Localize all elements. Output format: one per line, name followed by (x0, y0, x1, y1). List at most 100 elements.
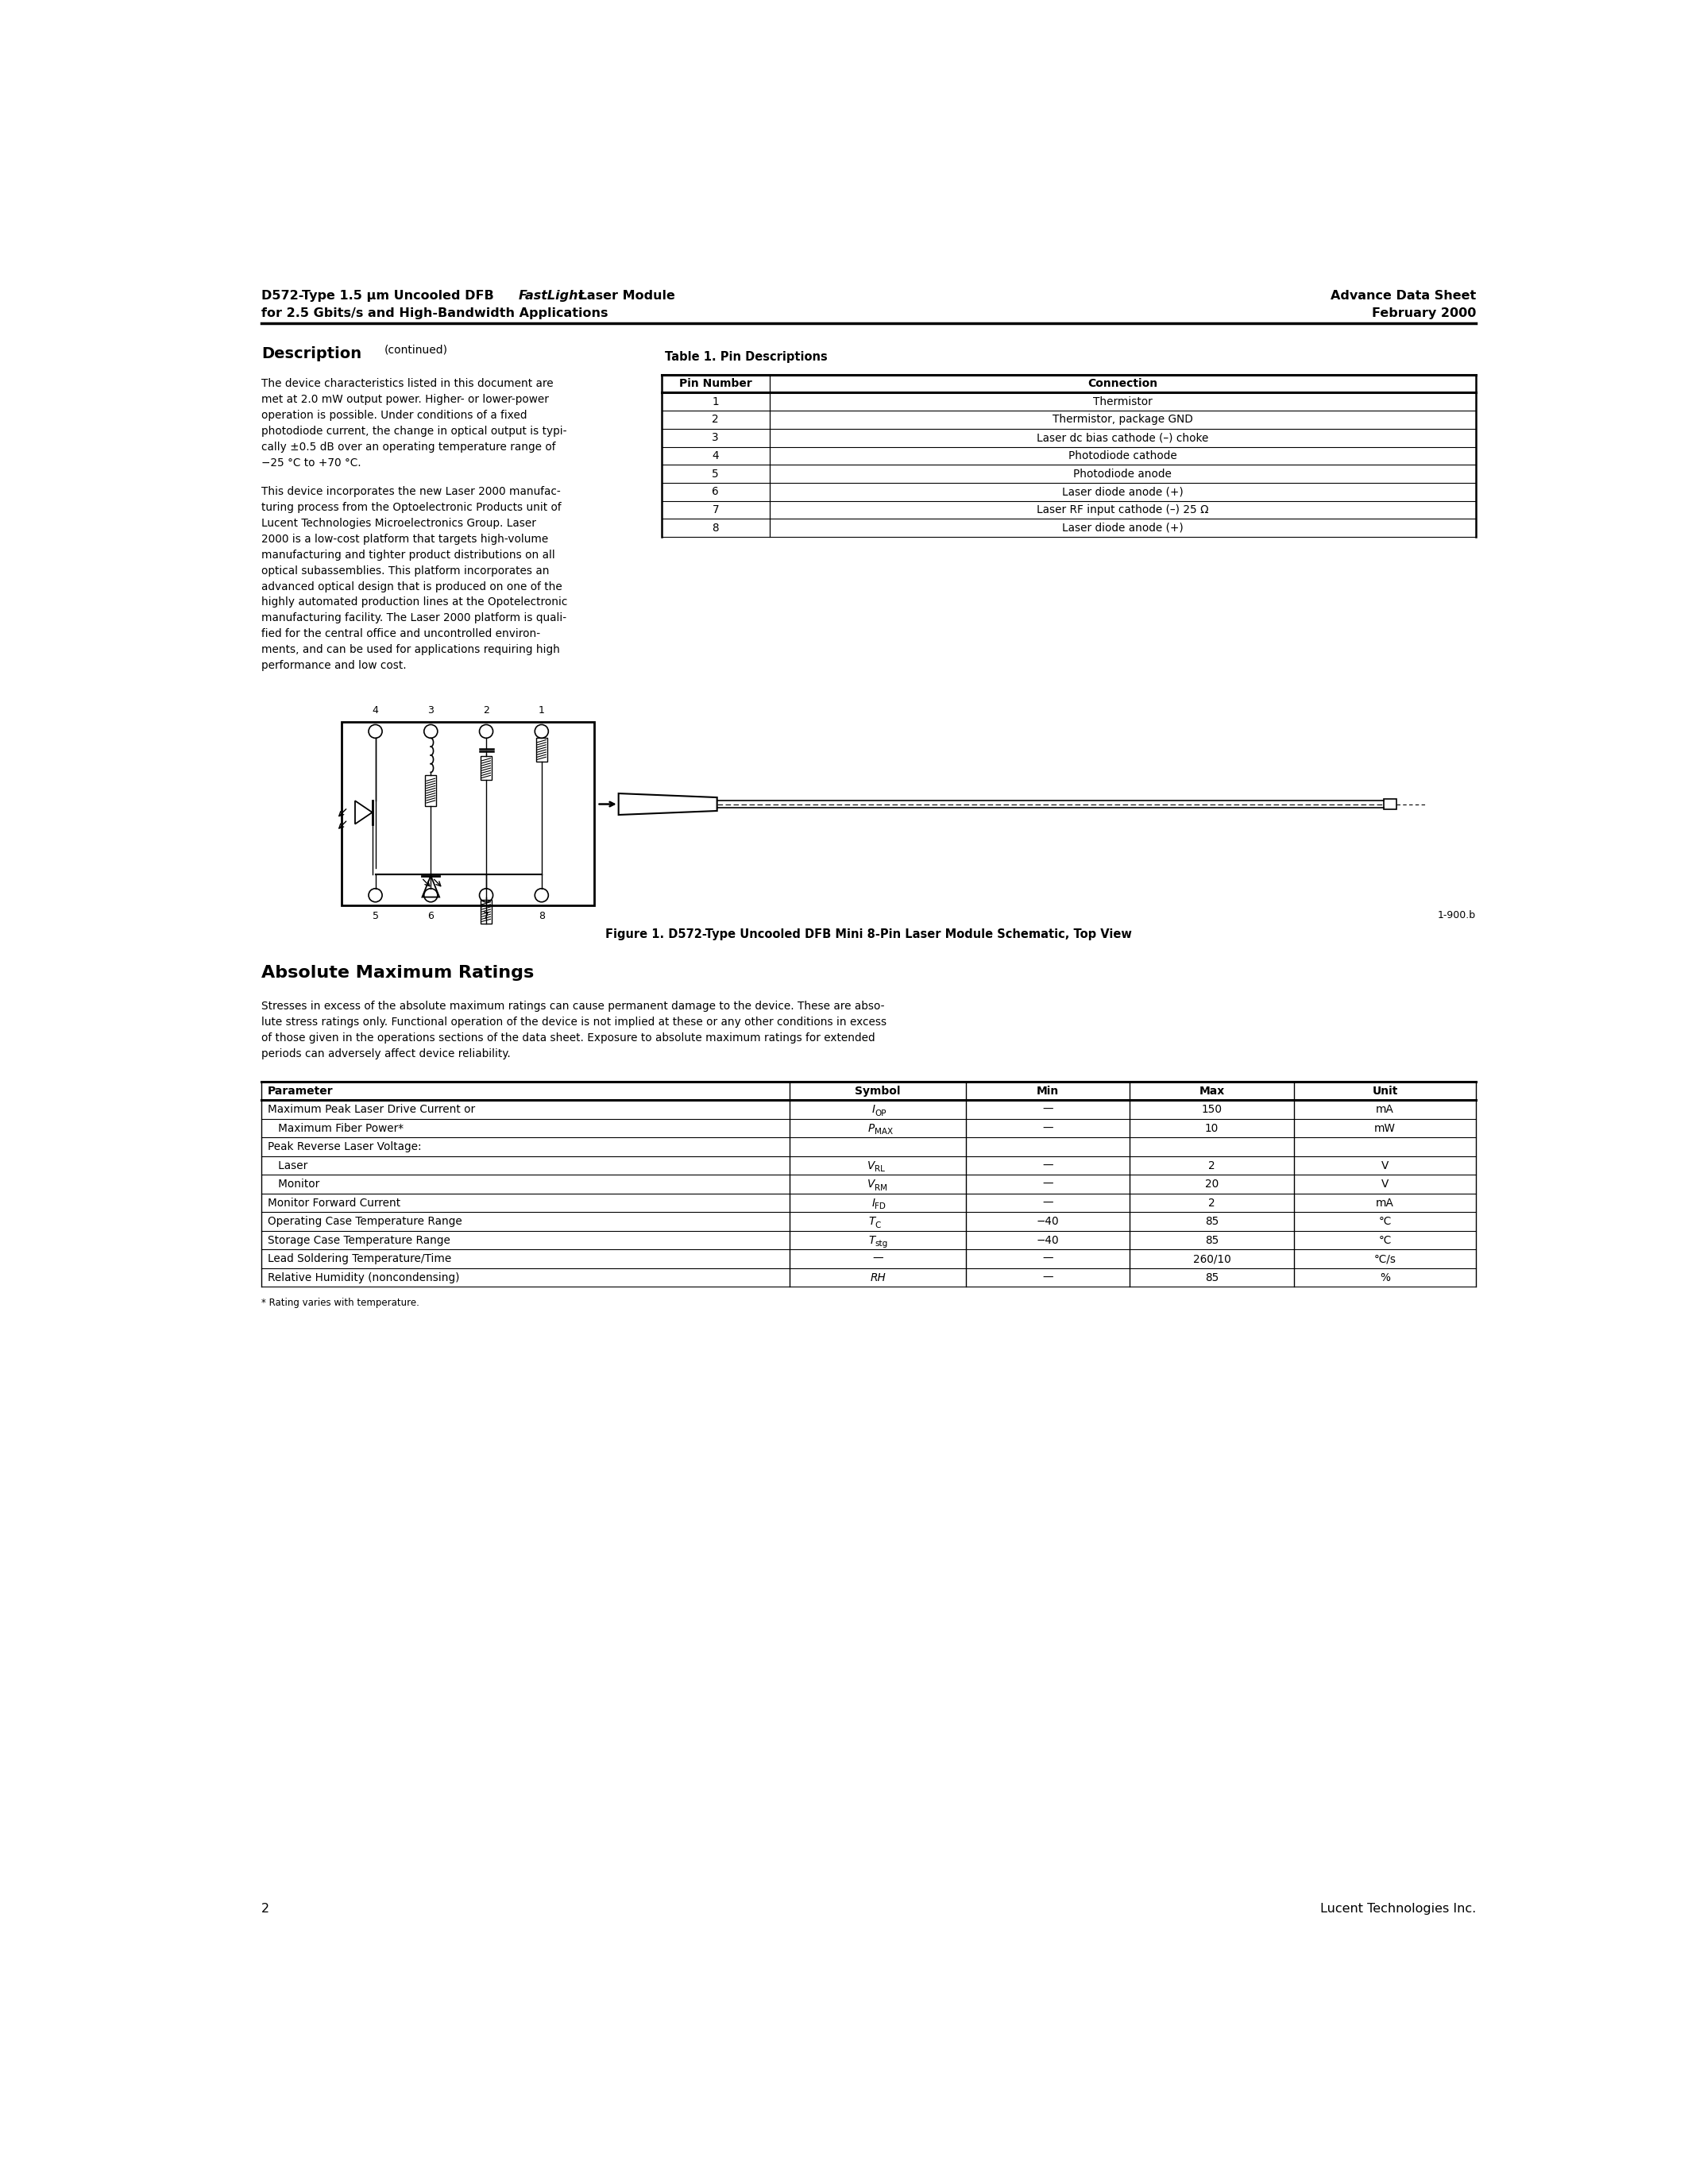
Text: ments, and can be used for applications requiring high: ments, and can be used for applications … (262, 644, 560, 655)
Text: Laser Module: Laser Module (574, 290, 675, 301)
Text: Operating Case Temperature Range: Operating Case Temperature Range (268, 1216, 463, 1227)
Text: lute stress ratings only. Functional operation of the device is not implied at t: lute stress ratings only. Functional ope… (262, 1016, 886, 1026)
Text: mA: mA (1376, 1197, 1394, 1208)
Text: Laser: Laser (268, 1160, 307, 1171)
Text: performance and low cost.: performance and low cost. (262, 660, 407, 670)
Text: * Rating varies with temperature.: * Rating varies with temperature. (262, 1297, 419, 1308)
Text: manufacturing facility. The Laser 2000 platform is quali-: manufacturing facility. The Laser 2000 p… (262, 612, 567, 625)
Text: —: — (1043, 1197, 1053, 1208)
Text: 2000 is a low-cost platform that targets high-volume: 2000 is a low-cost platform that targets… (262, 533, 549, 544)
Text: operation is possible. Under conditions of a fixed: operation is possible. Under conditions … (262, 411, 527, 422)
Bar (341, 721, 594, 904)
Text: Pin Number: Pin Number (679, 378, 751, 389)
Text: Advance Data Sheet: Advance Data Sheet (1330, 290, 1475, 301)
Text: cally ±0.5 dB over an operating temperature range of: cally ±0.5 dB over an operating temperat… (262, 441, 555, 452)
Text: optical subassemblies. This platform incorporates an: optical subassemblies. This platform inc… (262, 566, 549, 577)
Text: V: V (1381, 1160, 1389, 1171)
Text: RH: RH (869, 1271, 886, 1282)
Text: 20: 20 (1205, 1179, 1219, 1190)
Text: 2: 2 (262, 1902, 270, 1915)
Text: 7: 7 (712, 505, 719, 515)
Text: 6: 6 (427, 911, 434, 922)
Text: Connection: Connection (1087, 378, 1158, 389)
Text: mW: mW (1374, 1123, 1396, 1133)
Text: mA: mA (1376, 1105, 1394, 1116)
Text: manufacturing and tighter product distributions on all: manufacturing and tighter product distri… (262, 550, 555, 561)
Text: (continued): (continued) (385, 345, 447, 356)
Text: OP: OP (874, 1109, 886, 1118)
Text: Parameter: Parameter (268, 1085, 333, 1096)
Text: Unit: Unit (1372, 1085, 1398, 1096)
Text: Photodiode cathode: Photodiode cathode (1069, 450, 1177, 461)
Text: Thermistor, package GND: Thermistor, package GND (1053, 415, 1193, 426)
Bar (537, 738, 547, 762)
Text: 4: 4 (373, 705, 378, 716)
Text: —: — (1043, 1123, 1053, 1133)
Text: —: — (1043, 1179, 1053, 1190)
Text: 2: 2 (1209, 1197, 1215, 1208)
Text: This device incorporates the new Laser 2000 manufac-: This device incorporates the new Laser 2… (262, 487, 560, 498)
Text: FastLight: FastLight (518, 290, 584, 301)
Text: —: — (1043, 1105, 1053, 1116)
Text: I: I (871, 1197, 874, 1208)
Text: Table 1. Pin Descriptions: Table 1. Pin Descriptions (665, 352, 827, 363)
Text: —: — (1043, 1254, 1053, 1265)
Text: —: — (1043, 1271, 1053, 1282)
Text: periods can adversely affect device reliability.: periods can adversely affect device reli… (262, 1048, 511, 1059)
Text: 1-900.b: 1-900.b (1438, 911, 1475, 919)
Text: V: V (1381, 1179, 1389, 1190)
Text: 85: 85 (1205, 1271, 1219, 1282)
Text: Maximum Peak Laser Drive Current or: Maximum Peak Laser Drive Current or (268, 1105, 474, 1116)
Text: turing process from the Optoelectronic Products unit of: turing process from the Optoelectronic P… (262, 502, 562, 513)
Text: RL: RL (874, 1166, 885, 1173)
Text: fied for the central office and uncontrolled environ-: fied for the central office and uncontro… (262, 629, 540, 640)
Bar (425, 775, 436, 806)
Text: 1: 1 (712, 395, 719, 406)
Text: 6: 6 (712, 487, 719, 498)
Text: advanced optical design that is produced on one of the: advanced optical design that is produced… (262, 581, 562, 592)
Text: Peak Reverse Laser Voltage:: Peak Reverse Laser Voltage: (268, 1142, 422, 1153)
Text: 260/10: 260/10 (1193, 1254, 1231, 1265)
Text: C: C (874, 1221, 881, 1230)
Text: °C: °C (1379, 1216, 1391, 1227)
Text: —: — (1043, 1160, 1053, 1171)
Text: 7: 7 (483, 911, 490, 922)
Text: 10: 10 (1205, 1123, 1219, 1133)
Text: 8: 8 (538, 911, 545, 922)
Text: —: — (873, 1254, 883, 1265)
Text: met at 2.0 mW output power. Higher- or lower-power: met at 2.0 mW output power. Higher- or l… (262, 393, 549, 406)
Text: 2: 2 (1209, 1160, 1215, 1171)
Bar (481, 900, 491, 924)
Text: highly automated production lines at the Opotelectronic: highly automated production lines at the… (262, 596, 567, 607)
Text: Lead Soldering Temperature/Time: Lead Soldering Temperature/Time (268, 1254, 451, 1265)
Text: P: P (868, 1123, 874, 1133)
Text: Lucent Technologies Inc.: Lucent Technologies Inc. (1320, 1902, 1475, 1915)
Text: T: T (868, 1234, 874, 1245)
Bar (481, 756, 491, 780)
Text: Photodiode anode: Photodiode anode (1074, 467, 1171, 478)
Text: 5: 5 (371, 911, 378, 922)
Text: 150: 150 (1202, 1105, 1222, 1116)
Text: Maximum Fiber Power*: Maximum Fiber Power* (268, 1123, 403, 1133)
Text: Figure 1. D572-Type Uncooled DFB Mini 8-Pin Laser Module Schematic, Top View: Figure 1. D572-Type Uncooled DFB Mini 8-… (606, 928, 1133, 939)
Text: Absolute Maximum Ratings: Absolute Maximum Ratings (262, 965, 533, 981)
Text: I: I (871, 1105, 874, 1116)
Text: Storage Case Temperature Range: Storage Case Temperature Range (268, 1234, 451, 1245)
Text: 2: 2 (483, 705, 490, 716)
Text: D572-Type 1.5 μm Uncooled DFB: D572-Type 1.5 μm Uncooled DFB (262, 290, 498, 301)
Text: 4: 4 (712, 450, 719, 461)
Text: The device characteristics listed in this document are: The device characteristics listed in thi… (262, 378, 554, 389)
Text: 85: 85 (1205, 1234, 1219, 1245)
Text: photodiode current, the change in optical output is typi-: photodiode current, the change in optica… (262, 426, 567, 437)
Text: −40: −40 (1036, 1234, 1060, 1245)
Text: °C: °C (1379, 1234, 1391, 1245)
Text: Monitor Forward Current: Monitor Forward Current (268, 1197, 400, 1208)
Text: Min: Min (1036, 1085, 1058, 1096)
Text: V: V (868, 1179, 874, 1190)
Text: RM: RM (874, 1184, 888, 1192)
Text: FD: FD (874, 1203, 886, 1210)
Text: 2: 2 (712, 415, 719, 426)
Text: 3: 3 (712, 432, 719, 443)
Text: Lucent Technologies Microelectronics Group. Laser: Lucent Technologies Microelectronics Gro… (262, 518, 537, 529)
Text: 5: 5 (712, 467, 719, 478)
